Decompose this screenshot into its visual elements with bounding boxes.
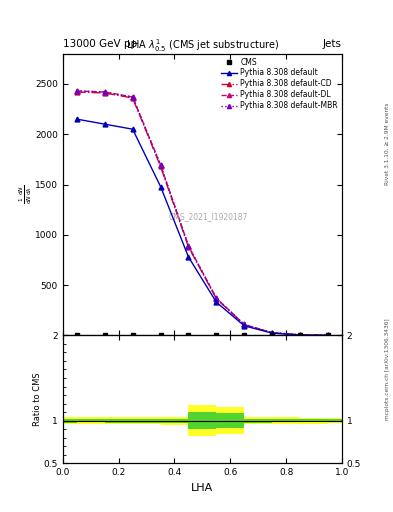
Pythia 8.308 default	[242, 323, 247, 329]
CMS	[326, 332, 331, 338]
Title: LHA $\lambda^{1}_{0.5}$ (CMS jet substructure): LHA $\lambda^{1}_{0.5}$ (CMS jet substru…	[126, 37, 279, 54]
Text: CMS_2021_I1920187: CMS_2021_I1920187	[168, 212, 248, 222]
X-axis label: LHA: LHA	[191, 483, 213, 493]
Pythia 8.308 default-MBR	[214, 295, 219, 301]
CMS	[102, 332, 107, 338]
Pythia 8.308 default-MBR	[186, 243, 191, 249]
Pythia 8.308 default	[158, 183, 163, 189]
Line: Pythia 8.308 default-MBR: Pythia 8.308 default-MBR	[74, 89, 331, 338]
Pythia 8.308 default	[326, 332, 331, 338]
CMS	[130, 332, 135, 338]
Pythia 8.308 default-DL	[130, 94, 135, 100]
Pythia 8.308 default-MBR	[130, 94, 135, 100]
Pythia 8.308 default	[298, 332, 303, 338]
Pythia 8.308 default-CD	[214, 295, 219, 302]
Pythia 8.308 default-DL	[186, 243, 191, 249]
Pythia 8.308 default-CD	[158, 163, 163, 169]
Pythia 8.308 default	[75, 116, 79, 122]
Pythia 8.308 default	[102, 121, 107, 127]
CMS	[186, 332, 191, 338]
Pythia 8.308 default	[186, 254, 191, 260]
Y-axis label: $\frac{1}{\mathrm{d}N}\frac{\mathrm{d}N}{\mathrm{d}\lambda}$: $\frac{1}{\mathrm{d}N}\frac{\mathrm{d}N}…	[17, 185, 34, 204]
CMS	[270, 332, 275, 338]
Line: Pythia 8.308 default-DL: Pythia 8.308 default-DL	[74, 89, 331, 338]
CMS	[158, 332, 163, 338]
Text: Jets: Jets	[323, 38, 342, 49]
Pythia 8.308 default-DL	[214, 295, 219, 301]
CMS	[214, 332, 219, 338]
Pythia 8.308 default-MBR	[298, 332, 303, 338]
Pythia 8.308 default-DL	[158, 162, 163, 168]
Pythia 8.308 default-CD	[186, 244, 191, 250]
Text: 13000 GeV pp: 13000 GeV pp	[63, 38, 137, 49]
Line: Pythia 8.308 default-CD: Pythia 8.308 default-CD	[74, 90, 331, 338]
Y-axis label: Ratio to CMS: Ratio to CMS	[33, 373, 42, 426]
Line: Pythia 8.308 default: Pythia 8.308 default	[74, 117, 331, 338]
Pythia 8.308 default-CD	[75, 89, 79, 95]
Pythia 8.308 default-MBR	[102, 89, 107, 95]
Pythia 8.308 default	[270, 330, 275, 336]
Text: mcplots.cern.ch [arXiv:1306.3436]: mcplots.cern.ch [arXiv:1306.3436]	[385, 318, 389, 419]
CMS	[298, 332, 303, 338]
CMS	[75, 332, 79, 338]
Pythia 8.308 default-MBR	[75, 88, 79, 94]
Pythia 8.308 default-CD	[298, 332, 303, 338]
Pythia 8.308 default	[130, 126, 135, 132]
Text: Rivet 3.1.10, ≥ 2.9M events: Rivet 3.1.10, ≥ 2.9M events	[385, 102, 389, 185]
Pythia 8.308 default-CD	[270, 330, 275, 336]
Pythia 8.308 default-DL	[270, 330, 275, 336]
Pythia 8.308 default-MBR	[270, 330, 275, 336]
Pythia 8.308 default	[214, 299, 219, 305]
Pythia 8.308 default-DL	[326, 332, 331, 338]
Pythia 8.308 default-MBR	[158, 162, 163, 168]
Pythia 8.308 default-DL	[102, 89, 107, 95]
Pythia 8.308 default-DL	[75, 88, 79, 94]
Pythia 8.308 default-CD	[130, 95, 135, 101]
Legend: CMS, Pythia 8.308 default, Pythia 8.308 default-CD, Pythia 8.308 default-DL, Pyt: CMS, Pythia 8.308 default, Pythia 8.308 …	[219, 56, 340, 112]
Line: CMS: CMS	[74, 332, 331, 337]
CMS	[242, 332, 247, 338]
Pythia 8.308 default-CD	[326, 332, 331, 338]
Pythia 8.308 default-CD	[102, 90, 107, 96]
Pythia 8.308 default-DL	[242, 322, 247, 328]
Pythia 8.308 default-DL	[298, 332, 303, 338]
Pythia 8.308 default-MBR	[242, 322, 247, 328]
Pythia 8.308 default-MBR	[326, 332, 331, 338]
Pythia 8.308 default-CD	[242, 322, 247, 328]
